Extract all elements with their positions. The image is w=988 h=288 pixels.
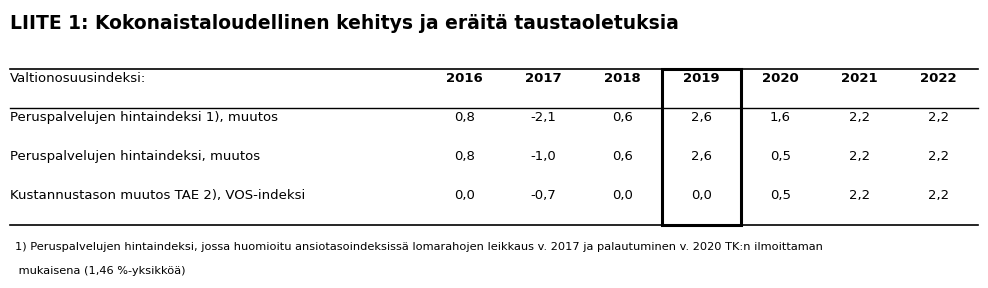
Text: 0,0: 0,0 <box>453 189 475 202</box>
Text: 2,2: 2,2 <box>928 111 949 124</box>
Text: 1,6: 1,6 <box>770 111 791 124</box>
Text: -1,0: -1,0 <box>531 150 556 163</box>
Text: Peruspalvelujen hintaindeksi, muutos: Peruspalvelujen hintaindeksi, muutos <box>10 150 260 163</box>
Bar <box>662 69 741 225</box>
Text: 2018: 2018 <box>604 72 641 85</box>
Text: -0,7: -0,7 <box>531 189 556 202</box>
Text: 2,2: 2,2 <box>849 150 870 163</box>
Text: 0,0: 0,0 <box>612 189 633 202</box>
Text: 0,8: 0,8 <box>453 150 475 163</box>
Text: 2,6: 2,6 <box>691 150 712 163</box>
Text: Peruspalvelujen hintaindeksi 1), muutos: Peruspalvelujen hintaindeksi 1), muutos <box>10 111 278 124</box>
Text: 0,5: 0,5 <box>770 150 791 163</box>
Text: 0,8: 0,8 <box>453 111 475 124</box>
Text: 0,6: 0,6 <box>612 150 633 163</box>
Text: 2020: 2020 <box>762 72 799 85</box>
Text: 2,2: 2,2 <box>928 189 949 202</box>
Text: Valtionosuusindeksi:: Valtionosuusindeksi: <box>10 72 146 85</box>
Text: 2,2: 2,2 <box>849 111 870 124</box>
Text: LIITE 1: Kokonaistaloudellinen kehitys ja eräitä taustaoletuksia: LIITE 1: Kokonaistaloudellinen kehitys j… <box>10 14 679 33</box>
Text: 1) Peruspalvelujen hintaindeksi, jossa huomioitu ansiotasoindeksissä lomarahojen: 1) Peruspalvelujen hintaindeksi, jossa h… <box>15 242 823 252</box>
Text: 2,2: 2,2 <box>928 150 949 163</box>
Text: Kustannustason muutos TAE 2), VOS-indeksi: Kustannustason muutos TAE 2), VOS-indeks… <box>10 189 305 202</box>
Text: -2,1: -2,1 <box>531 111 556 124</box>
Text: 0,5: 0,5 <box>770 189 791 202</box>
Text: 2,2: 2,2 <box>849 189 870 202</box>
Text: 0,0: 0,0 <box>691 189 712 202</box>
Text: 2022: 2022 <box>920 72 957 85</box>
Text: 0,6: 0,6 <box>612 111 633 124</box>
Text: 2017: 2017 <box>525 72 562 85</box>
Text: 2,6: 2,6 <box>691 111 712 124</box>
Text: 2021: 2021 <box>841 72 878 85</box>
Text: mukaisena (1,46 %-yksikköä): mukaisena (1,46 %-yksikköä) <box>15 266 186 276</box>
Text: 2019: 2019 <box>683 72 720 85</box>
Text: 2016: 2016 <box>446 72 483 85</box>
